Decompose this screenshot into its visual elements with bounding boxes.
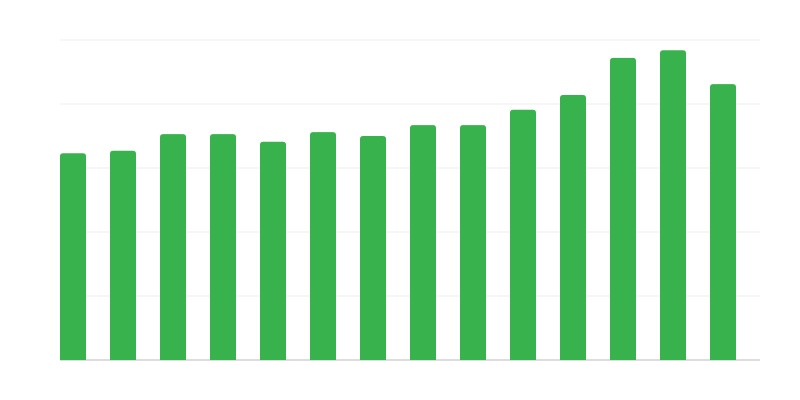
bar [60,153,86,360]
bar [460,125,486,361]
bar [360,136,386,360]
bar [660,50,686,361]
bar [160,134,186,360]
bar [210,134,236,360]
bar [610,57,636,361]
bar [710,84,736,360]
bar [310,132,336,360]
bar [560,95,586,360]
bar [260,141,286,360]
bar [110,150,136,360]
bar [410,125,436,361]
bar [510,109,536,360]
